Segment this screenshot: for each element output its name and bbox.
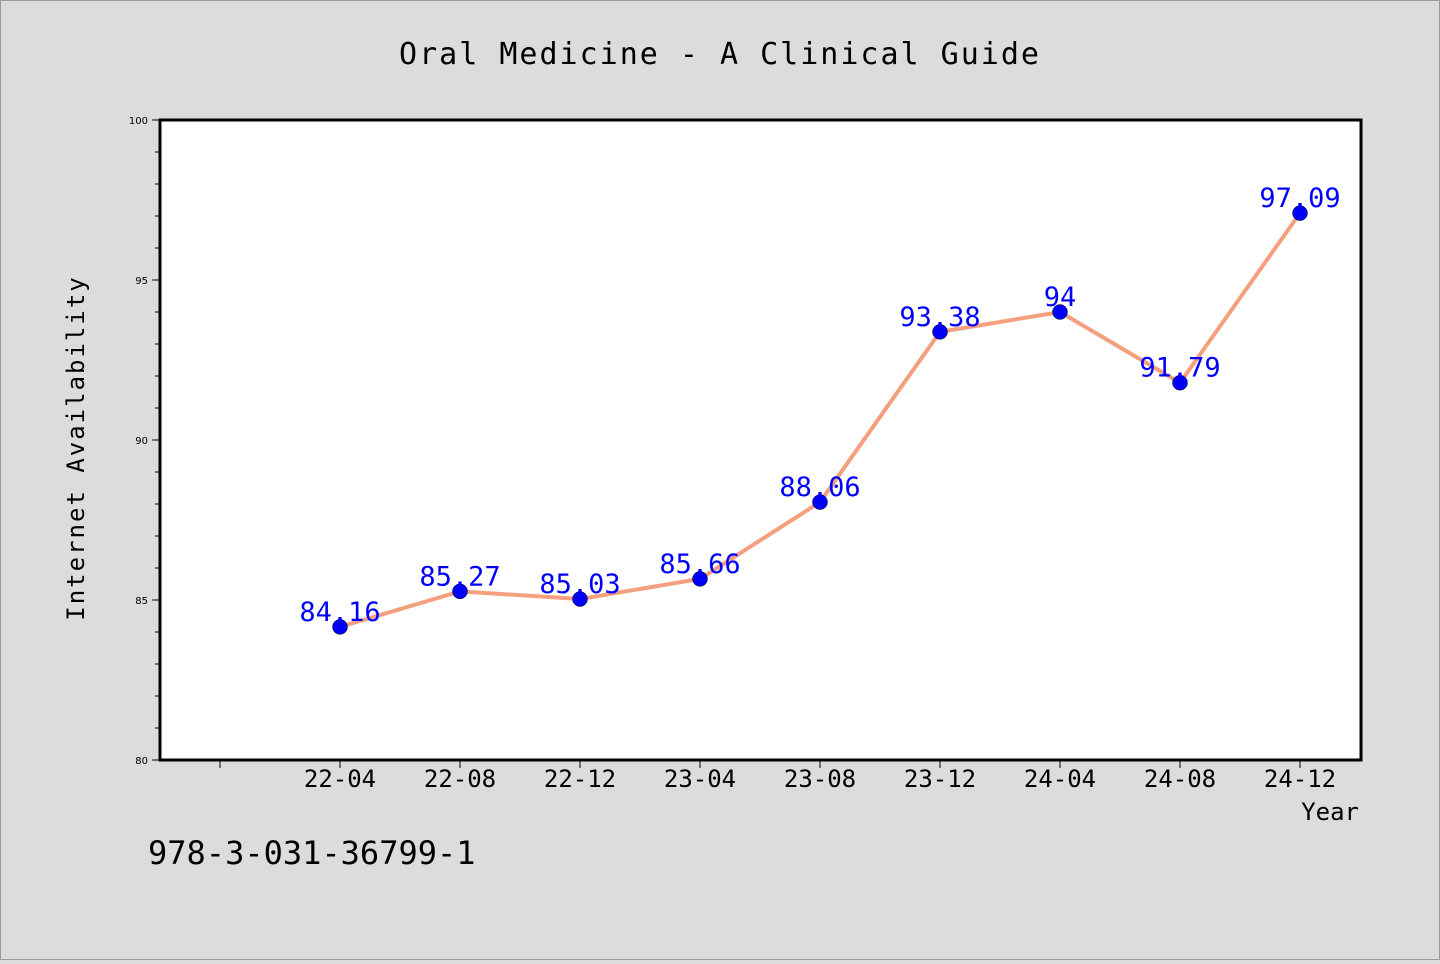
data-point bbox=[1172, 374, 1188, 391]
data-point bbox=[812, 494, 828, 510]
data-label: 97.09 bbox=[1259, 183, 1340, 214]
data-label: 84.16 bbox=[299, 597, 380, 628]
x-tick-label: 22-04 bbox=[304, 765, 376, 793]
data-label: 94 bbox=[1044, 282, 1077, 313]
x-tick-label: 23-12 bbox=[904, 765, 976, 793]
y-tick-label: 100 bbox=[129, 116, 148, 127]
x-tick-label: 22-12 bbox=[544, 765, 616, 793]
data-label: 93.38 bbox=[899, 302, 980, 333]
data-label: 85.66 bbox=[659, 549, 740, 580]
y-axis: 80 85 90 95 100 bbox=[129, 116, 160, 767]
chart-title: Oral Medicine - A Clinical Guide bbox=[399, 37, 1041, 72]
y-tick-label: 95 bbox=[135, 276, 148, 287]
data-series: 84.16 85.27 85.03 85.66 88.06 93.38 94 91.79 97.… bbox=[299, 183, 1341, 635]
x-tick-label: 23-08 bbox=[784, 765, 856, 793]
y-tick-label: 85 bbox=[135, 596, 148, 607]
data-label: 85.27 bbox=[419, 561, 500, 592]
data-point bbox=[692, 571, 708, 587]
x-axis-label: Year bbox=[1301, 798, 1359, 826]
x-tick-label: 24-12 bbox=[1264, 765, 1336, 793]
x-axis: 22-04 22-08 22-12 23-04 23-08 23-12 24-04 24-08… bbox=[219, 760, 1336, 793]
x-tick-label: 22-08 bbox=[424, 765, 496, 793]
data-point bbox=[1052, 304, 1068, 320]
data-label: 85.03 bbox=[539, 569, 620, 600]
data-point bbox=[572, 591, 588, 607]
data-label: 88.06 bbox=[779, 472, 860, 503]
x-tick-label: 24-04 bbox=[1024, 765, 1096, 793]
data-point bbox=[332, 619, 348, 635]
y-tick-label: 90 bbox=[135, 436, 148, 447]
x-tick-label: 23-04 bbox=[664, 765, 736, 793]
y-axis-label: Internet Availability bbox=[62, 275, 90, 620]
plot-area bbox=[158, 118, 1363, 762]
data-point bbox=[452, 583, 468, 600]
data-point bbox=[932, 324, 948, 340]
y-tick-label: 80 bbox=[135, 756, 148, 767]
x-tick-label: 24-08 bbox=[1144, 765, 1216, 793]
data-label: 91.79 bbox=[1139, 353, 1220, 384]
data-point bbox=[1292, 205, 1308, 221]
isbn-text: 978-3-031-36799-1 bbox=[148, 834, 476, 872]
